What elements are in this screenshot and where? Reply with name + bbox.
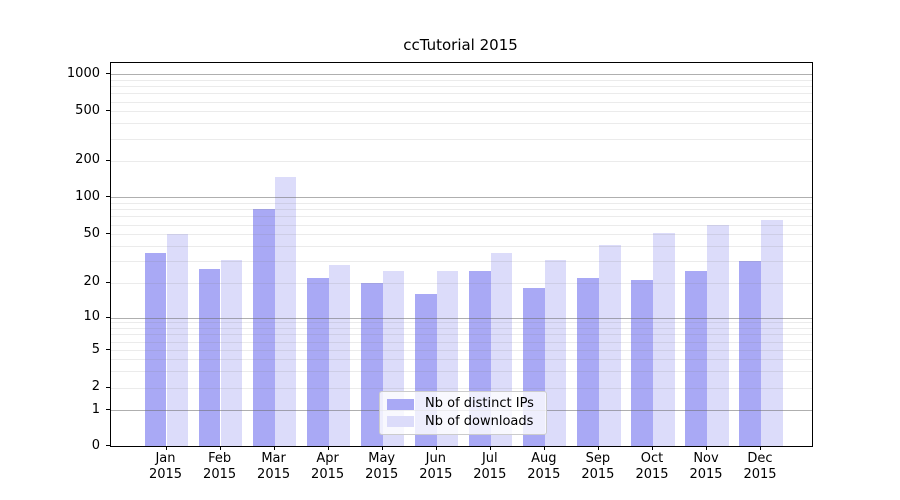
- legend: Nb of distinct IPs Nb of downloads: [379, 391, 547, 435]
- x-tick-mark: [327, 446, 329, 450]
- bar-distinct-ips-oct: [631, 280, 653, 446]
- y-tick-label: 100: [75, 188, 100, 204]
- y-tick-label: 500: [75, 102, 100, 118]
- x-tick-mark: [597, 446, 599, 450]
- y-tick-mark: [106, 386, 110, 388]
- y-tick-mark: [106, 233, 110, 235]
- bar-downloads-apr: [328, 264, 351, 446]
- y-tick-mark: [106, 349, 110, 350]
- y-tick-label: 5: [91, 341, 100, 357]
- legend-item-distinct-ips: Nb of distinct IPs: [387, 397, 539, 411]
- bar-downloads-feb: [220, 259, 243, 446]
- bar-downloads-dec: [761, 220, 783, 446]
- y-tick-label: 200: [75, 152, 100, 168]
- x-tick-mark: [652, 446, 653, 450]
- bar-downloads-oct: [653, 233, 675, 446]
- x-tick-mark: [543, 446, 545, 450]
- y-tick-label: 1000: [66, 65, 100, 81]
- bar-downloads-mar: [274, 176, 297, 446]
- x-tick-mark: [165, 446, 167, 450]
- x-tick-mark: [219, 446, 221, 450]
- bar-downloads-jan: [166, 234, 189, 446]
- x-tick-label-oct: Oct 2015: [635, 451, 669, 482]
- x-tick-label-sep: Sep 2015: [581, 451, 615, 482]
- chart-title: ccTutorial 2015: [403, 36, 518, 54]
- y-tick-label: 1: [91, 401, 100, 417]
- y-tick-mark: [106, 159, 110, 161]
- bar-distinct-ips-dec: [739, 261, 761, 446]
- x-tick-label-feb: Feb 2015: [203, 451, 237, 482]
- y-tick-label: 20: [83, 274, 100, 290]
- bar-downloads-nov: [707, 224, 729, 446]
- y-tick-mark: [106, 409, 110, 410]
- x-tick-mark: [435, 446, 437, 450]
- x-tick-mark: [489, 446, 491, 450]
- y-tick-mark: [106, 281, 110, 283]
- legend-item-downloads: Nb of downloads: [387, 413, 539, 429]
- bar-distinct-ips-jan: [144, 253, 167, 446]
- bar-distinct-ips-nov: [685, 270, 707, 446]
- y-tick-mark: [106, 316, 110, 318]
- x-tick-label-jun: Jun 2015: [419, 451, 453, 482]
- y-tick-mark: [106, 110, 110, 112]
- bar-distinct-ips-feb: [198, 268, 221, 446]
- y-tick-mark: [106, 445, 110, 446]
- y-tick-mark: [106, 73, 110, 75]
- x-tick-label-may: May 2015: [365, 451, 399, 482]
- y-tick-label: 50: [83, 225, 100, 241]
- plot-area: [110, 62, 813, 447]
- x-tick-label-dec: Dec 2015: [743, 451, 777, 482]
- x-tick-mark: [381, 446, 383, 450]
- x-tick-label-jan: Jan 2015: [148, 451, 183, 482]
- legend-swatch-downloads: [387, 416, 414, 428]
- bar-distinct-ips-mar: [252, 209, 275, 446]
- legend-swatch-distinct-ips: [387, 398, 414, 410]
- y-tick-mark: [106, 196, 110, 198]
- bar-downloads-sep: [598, 244, 621, 446]
- x-tick-label-mar: Mar 2015: [257, 451, 291, 482]
- legend-label-downloads: Nb of downloads: [425, 413, 534, 429]
- x-tick-label-nov: Nov 2015: [689, 451, 723, 482]
- legend-label-distinct-ips: Nb of distinct IPs: [425, 396, 534, 412]
- x-tick-label-apr: Apr 2015: [311, 451, 345, 482]
- x-tick-mark: [273, 446, 275, 450]
- bar-distinct-ips-apr: [306, 277, 329, 446]
- bar-downloads-aug: [544, 259, 567, 446]
- bar-distinct-ips-sep: [577, 277, 599, 446]
- x-tick-label-jul: Jul 2015: [473, 451, 507, 482]
- x-tick-mark: [760, 446, 761, 450]
- bar-distinct-ips-may: [361, 282, 383, 446]
- x-tick-label-aug: Aug 2015: [527, 451, 561, 482]
- y-tick-label: 0: [91, 437, 100, 453]
- y-tick-label: 2: [91, 379, 100, 395]
- x-tick-mark: [706, 446, 707, 450]
- y-tick-label: 10: [83, 309, 100, 324]
- bars-layer: [111, 63, 812, 446]
